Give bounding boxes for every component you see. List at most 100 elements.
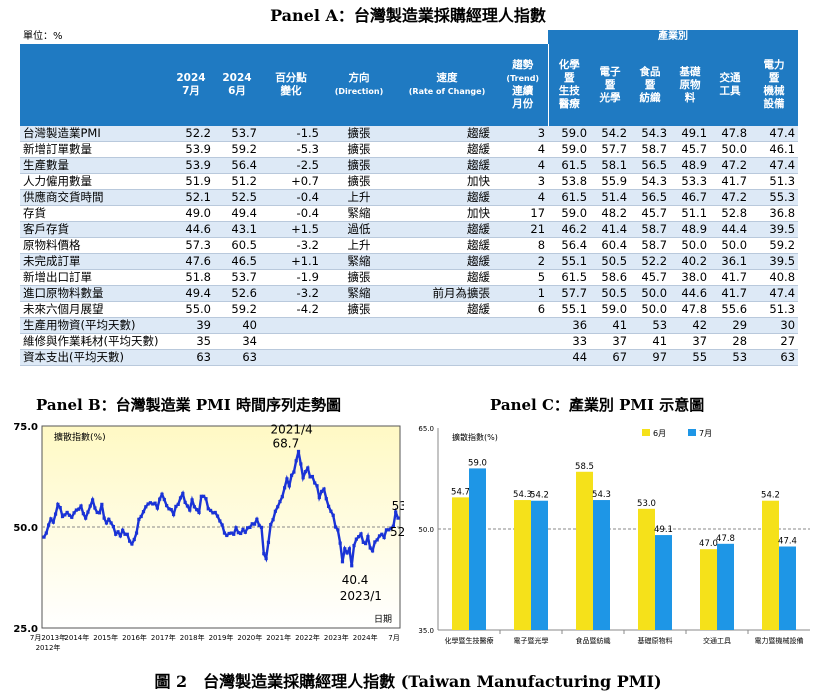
cell-jul: 44.6 xyxy=(168,221,214,238)
table-row: 供應商交貨時間 52.1 52.5 -0.4 上升 趨緩 4 61.5 51.4 56.5 46.7… xyxy=(20,189,799,206)
cell-trend xyxy=(498,349,549,366)
cell-jul: 53.9 xyxy=(168,141,214,158)
cell-chg xyxy=(260,317,322,334)
pmi-data-point xyxy=(273,509,277,513)
pmi-data-point xyxy=(259,525,264,530)
pmi-data-point xyxy=(366,535,370,539)
table-row: 進口原物料數量 49.4 52.6 -3.2 緊縮 前月為擴張 1 57.7 50.5 50.0 4… xyxy=(20,285,799,302)
pmi-data-point xyxy=(58,506,62,510)
cell-jul: 52.1 xyxy=(168,189,214,206)
cell-i3: 54.3 xyxy=(630,173,671,190)
bar-jul xyxy=(779,546,796,630)
pmi-data-point xyxy=(232,532,236,536)
cell-i3: 58.7 xyxy=(630,237,671,254)
pmi-data-point xyxy=(285,477,289,481)
pmi-data-point xyxy=(241,527,245,532)
pmi-data-point xyxy=(93,506,97,510)
bar-jun xyxy=(700,549,717,630)
bar-value-label: 54.2 xyxy=(761,491,780,501)
cell-label: 供應商交貨時間 xyxy=(20,189,168,206)
cell-i5: 50.0 xyxy=(710,237,751,254)
cell-chg: -1.5 xyxy=(260,126,322,142)
cell-i2: 50.5 xyxy=(590,285,631,302)
trough-date-annotation: 2023/1 xyxy=(340,589,382,603)
unit-row: 單位：% 產業別 xyxy=(20,30,799,44)
cell-label: 未完成訂單 xyxy=(20,253,168,270)
legend-swatch xyxy=(642,429,650,436)
cell-dir: 擴張 xyxy=(322,173,396,190)
cell-label: 維修與作業耗材(平均天數) xyxy=(20,333,168,350)
cell-i4: 45.7 xyxy=(670,141,711,158)
pmi-data-point xyxy=(236,531,240,535)
cell-i6: 30 xyxy=(750,317,799,334)
cell-jul: 52.2 xyxy=(168,126,214,142)
cell-trend: 21 xyxy=(498,221,549,238)
y-tick-label: 50.0 xyxy=(418,526,434,534)
pmi-data-point xyxy=(178,496,183,500)
cell-i1: 61.5 xyxy=(548,189,591,206)
header-industry-materials: 基礎 原物料 xyxy=(670,44,711,126)
cell-i3: 54.3 xyxy=(630,126,671,142)
pmi-data-point xyxy=(162,497,166,502)
cell-i5: 52.8 xyxy=(710,205,751,222)
pmi-data-point xyxy=(146,502,150,506)
cell-jul: 53.9 xyxy=(168,157,214,174)
cell-i2: 48.2 xyxy=(590,205,631,222)
cell-i2: 41.4 xyxy=(590,221,631,238)
table-row: 存貨 49.0 49.4 -0.4 緊縮 加快 17 59.0 48.2 45.7 51.1 52.8… xyxy=(20,205,799,222)
pmi-data-point xyxy=(296,449,301,454)
pmi-data-point xyxy=(107,517,111,521)
pmi-data-point xyxy=(229,531,234,535)
cell-rate xyxy=(396,317,498,334)
pmi-data-point xyxy=(301,476,305,480)
figure-caption: 圖 2 台灣製造業採購經理人指數 (Taiwan Manufacturing P… xyxy=(154,672,662,691)
pmi-data-point xyxy=(123,532,127,536)
y-tick-label: 25.0 xyxy=(13,624,38,635)
table-row: 人力僱用數量 51.9 51.2 +0.7 擴張 加快 3 53.8 55.9 54.3 53.3 4… xyxy=(20,173,799,190)
x-tick-label: 2021年 xyxy=(266,633,291,642)
cell-i6: 46.1 xyxy=(750,141,799,158)
cell-chg: -0.4 xyxy=(260,189,322,206)
pmi-data-point xyxy=(213,510,217,515)
cell-jun: 46.5 xyxy=(214,253,260,270)
pmi-data-point xyxy=(271,518,275,522)
pmi-data-point xyxy=(389,526,393,530)
pmi-data-point xyxy=(250,522,254,526)
pmi-data-point xyxy=(218,519,222,523)
cell-chg: +1.5 xyxy=(260,221,322,238)
y-axis-label: 擴散指數(%) xyxy=(452,432,498,442)
pmi-data-point xyxy=(84,516,88,520)
y-tick-label: 50.0 xyxy=(13,523,38,534)
pmi-data-point xyxy=(264,556,268,561)
bar-jun xyxy=(452,497,469,630)
pmi-data-point xyxy=(380,532,384,536)
cell-chg xyxy=(260,333,322,350)
cell-label: 新增出口訂單 xyxy=(20,269,168,286)
cell-chg: +1.1 xyxy=(260,253,322,270)
panel-c-title: Panel C：產業別 PMI 示意圖 xyxy=(490,396,705,414)
pmi-data-point xyxy=(100,502,104,506)
cell-i6: 63 xyxy=(750,349,799,366)
cell-trend: 4 xyxy=(498,141,549,158)
cell-rate xyxy=(396,333,498,350)
cell-i1: 56.4 xyxy=(548,237,591,254)
pmi-data-point xyxy=(289,473,294,477)
x-tick-label: 7月 xyxy=(388,634,399,642)
pmi-data-point xyxy=(130,542,134,546)
cell-i4: 49.1 xyxy=(670,126,711,142)
cell-i4: 40.2 xyxy=(670,253,711,270)
pmi-data-point xyxy=(345,551,349,555)
cell-chg: -3.2 xyxy=(260,285,322,302)
cell-trend: 1 xyxy=(498,285,549,302)
pmi-data-point xyxy=(132,537,136,542)
table-row: 原物料價格 57.3 60.5 -3.2 上升 趨緩 8 56.4 60.4 58.7 50.0 50… xyxy=(20,237,799,254)
cell-jul: 51.9 xyxy=(168,173,214,190)
pmi-data-point xyxy=(359,532,363,536)
trough-value-annotation: 40.4 xyxy=(342,573,369,587)
pmi-data-point xyxy=(158,497,162,501)
header-industry-food: 食品暨紡織 xyxy=(630,44,671,126)
header-jun: 2024 6月 xyxy=(214,44,260,126)
x-axis-label: 日期 xyxy=(374,614,392,625)
pmi-table-container: 單位：% 產業別 2024 7月 2024 6月 百分點 變化 方向 (Directio… xyxy=(20,30,799,366)
cell-i2: 60.4 xyxy=(590,237,631,254)
